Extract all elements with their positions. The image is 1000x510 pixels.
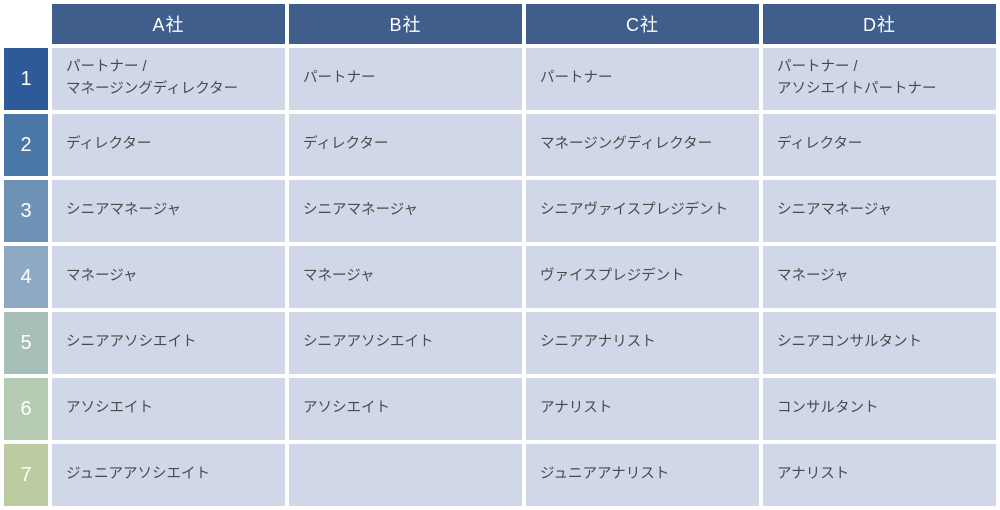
table-cell: シニアアナリスト <box>526 312 759 374</box>
table-header-row: A社 B社 C社 D社 <box>4 4 996 44</box>
table-row: 1パートナー /マネージングディレクターパートナーパートナーパートナー /アソシ… <box>4 48 996 110</box>
table-cell <box>289 444 522 506</box>
table-cell: ディレクター <box>52 114 285 176</box>
table-cell: マネージャ <box>289 246 522 308</box>
column-header: A社 <box>52 4 285 44</box>
table-row: 2ディレクターディレクターマネージングディレクターディレクター <box>4 114 996 176</box>
table-cell: ディレクター <box>289 114 522 176</box>
row-number-cell: 2 <box>4 114 48 176</box>
table-cell: シニアアソシエイト <box>52 312 285 374</box>
table-row: 7ジュニアアソシエイト ジュニアアナリストアナリスト <box>4 444 996 506</box>
table-cell: シニアヴァイスプレジデント <box>526 180 759 242</box>
table-cell: マネージャ <box>52 246 285 308</box>
table-corner-cell <box>4 4 48 44</box>
table-cell: シニアマネージャ <box>52 180 285 242</box>
table-cell: アナリスト <box>763 444 996 506</box>
table-row: 3シニアマネージャシニアマネージャシニアヴァイスプレジデントシニアマネージャ <box>4 180 996 242</box>
table-cell: ヴァイスプレジデント <box>526 246 759 308</box>
table-cell: アソシエイト <box>289 378 522 440</box>
table-cell: ジュニアアソシエイト <box>52 444 285 506</box>
table-cell: ジュニアアナリスト <box>526 444 759 506</box>
table-cell: パートナー <box>289 48 522 110</box>
table-cell: シニアコンサルタント <box>763 312 996 374</box>
comparison-table: A社 B社 C社 D社 1パートナー /マネージングディレクターパートナーパート… <box>0 0 1000 510</box>
row-number-cell: 7 <box>4 444 48 506</box>
table-cell: シニアマネージャ <box>289 180 522 242</box>
column-header: D社 <box>763 4 996 44</box>
row-number-cell: 1 <box>4 48 48 110</box>
table-cell: マネージャ <box>763 246 996 308</box>
row-number-cell: 5 <box>4 312 48 374</box>
table-cell: コンサルタント <box>763 378 996 440</box>
table-cell: パートナー /アソシエイトパートナー <box>763 48 996 110</box>
table-row: 6アソシエイトアソシエイトアナリストコンサルタント <box>4 378 996 440</box>
table-body: 1パートナー /マネージングディレクターパートナーパートナーパートナー /アソシ… <box>4 48 996 506</box>
table-cell: パートナー <box>526 48 759 110</box>
row-number-cell: 3 <box>4 180 48 242</box>
table-cell: アナリスト <box>526 378 759 440</box>
comparison-table-container: A社 B社 C社 D社 1パートナー /マネージングディレクターパートナーパート… <box>0 0 1000 510</box>
table-cell: アソシエイト <box>52 378 285 440</box>
row-number-cell: 6 <box>4 378 48 440</box>
table-cell: ディレクター <box>763 114 996 176</box>
table-cell: マネージングディレクター <box>526 114 759 176</box>
table-cell: シニアマネージャ <box>763 180 996 242</box>
table-row: 4マネージャマネージャヴァイスプレジデントマネージャ <box>4 246 996 308</box>
table-cell: シニアアソシエイト <box>289 312 522 374</box>
table-cell: パートナー /マネージングディレクター <box>52 48 285 110</box>
column-header: B社 <box>289 4 522 44</box>
row-number-cell: 4 <box>4 246 48 308</box>
table-row: 5シニアアソシエイトシニアアソシエイトシニアアナリストシニアコンサルタント <box>4 312 996 374</box>
column-header: C社 <box>526 4 759 44</box>
